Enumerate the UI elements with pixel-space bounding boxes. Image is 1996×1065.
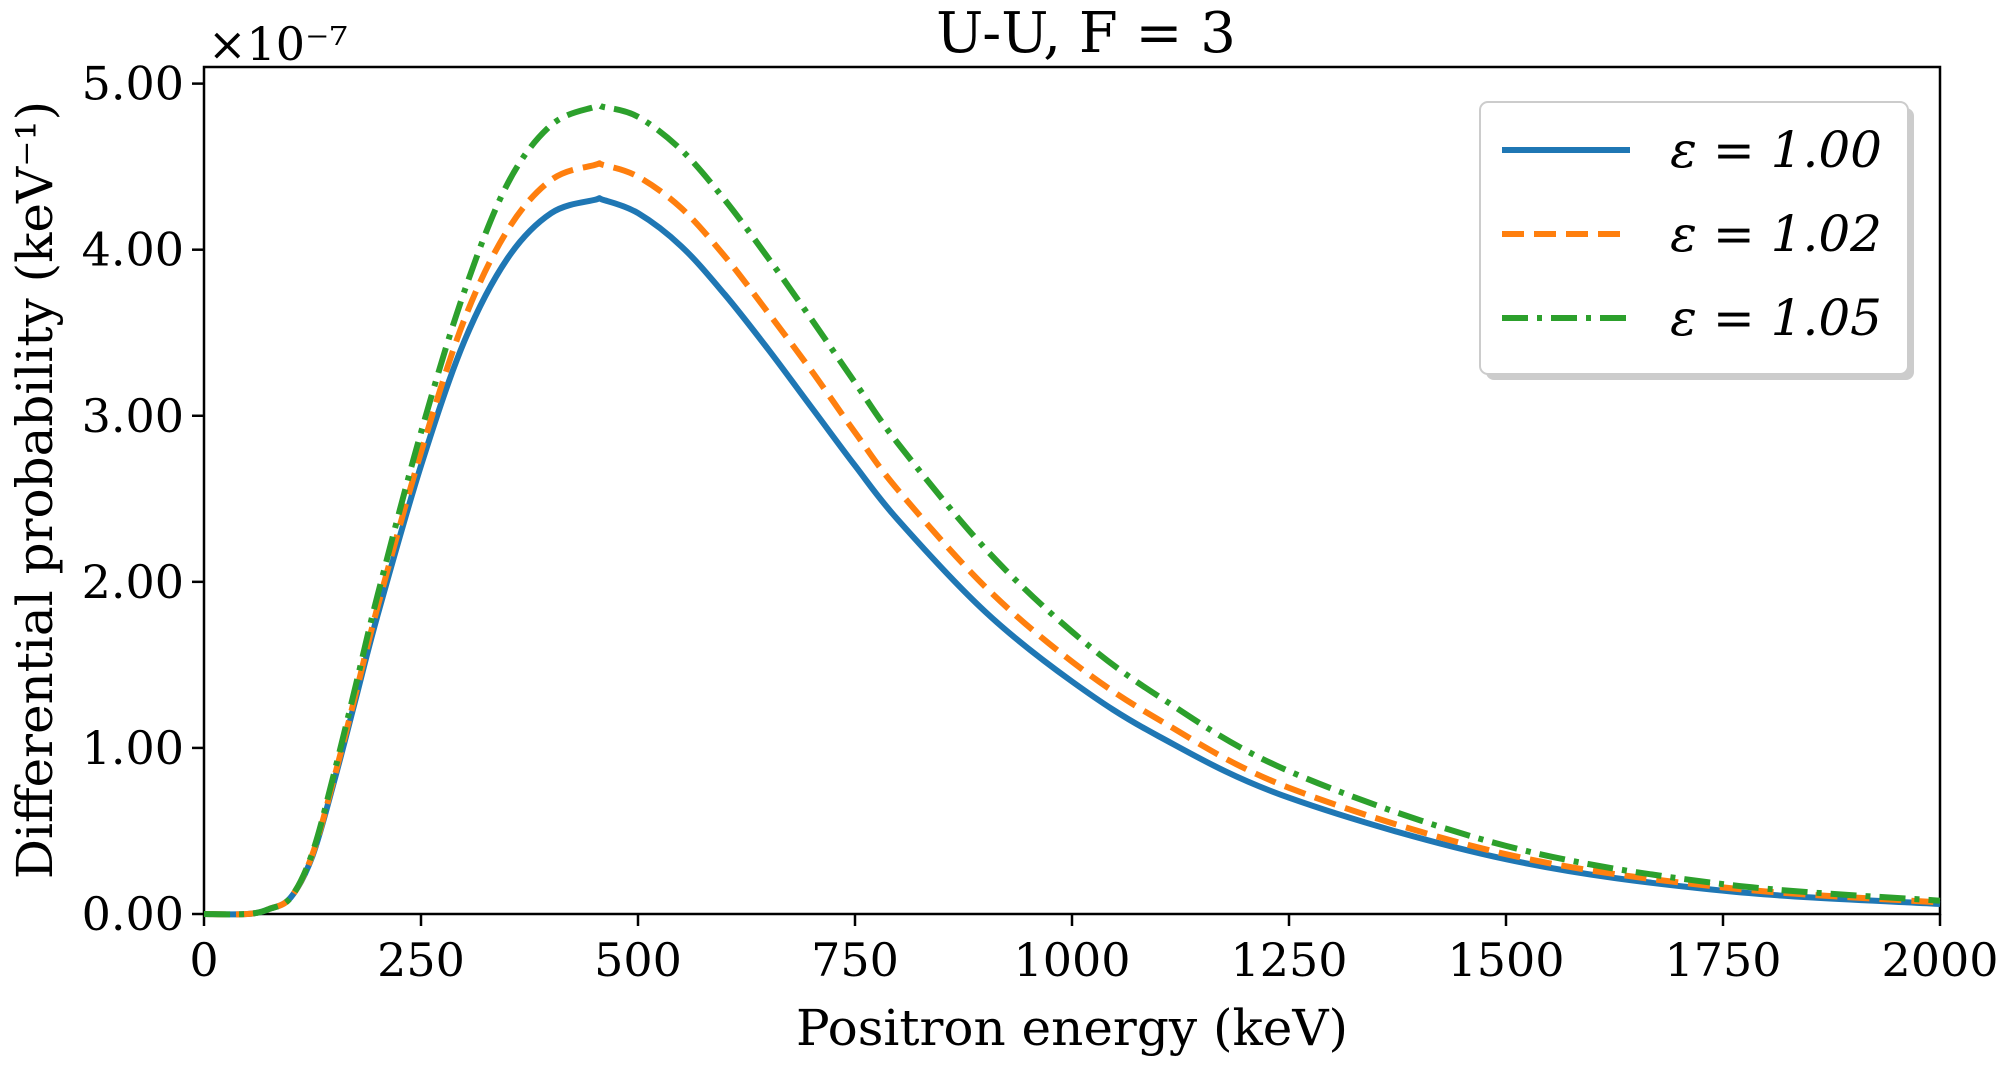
legend-label-2: ε = 1.02: [1670, 205, 1882, 263]
x-tick-label: 2000: [1881, 933, 1996, 987]
x-axis-label: Positron energy (keV): [796, 999, 1348, 1057]
y-tick-label: 0.00: [82, 887, 184, 941]
legend-box: [1479, 101, 1909, 375]
x-tick-label: 1000: [1013, 933, 1130, 987]
y-tick-label: 3.00: [82, 389, 184, 443]
x-tick-label: 750: [811, 933, 899, 987]
x-tick-label: 1750: [1664, 933, 1781, 987]
series-line-3: [203, 102, 1941, 918]
x-tick-label: 0: [189, 933, 218, 987]
chart-title: U-U, F = 3: [936, 1, 1236, 66]
y-tick-label: 4.00: [82, 223, 184, 277]
series-lines: [203, 102, 1941, 918]
legend-label-1: ε = 1.00: [1670, 121, 1882, 179]
x-tick-label: 250: [377, 933, 465, 987]
legend: ε = 1.00 ε = 1.02 ε = 1.05: [1479, 101, 1914, 380]
x-tick-label: 1500: [1447, 933, 1564, 987]
y-axis-multiplier: ×10⁻⁷: [208, 17, 348, 71]
legend-entries: ε = 1.00 ε = 1.02 ε = 1.05: [1502, 121, 1882, 347]
x-axis-ticks: 0 250 500 750 1000 1250 1500 1750 2000: [189, 914, 1996, 987]
x-tick-label: 500: [594, 933, 682, 987]
y-axis-label: Differential probability (keV⁻¹): [6, 101, 64, 879]
y-tick-label: 1.00: [82, 721, 184, 775]
x-tick-label: 1250: [1230, 933, 1347, 987]
series-line-2: [203, 160, 1941, 918]
legend-label-3: ε = 1.05: [1670, 289, 1882, 347]
y-tick-label: 2.00: [82, 555, 184, 609]
y-axis-ticks: 0.00 1.00 2.00 3.00 4.00 5.00: [82, 57, 204, 941]
y-tick-label: 5.00: [82, 57, 184, 111]
